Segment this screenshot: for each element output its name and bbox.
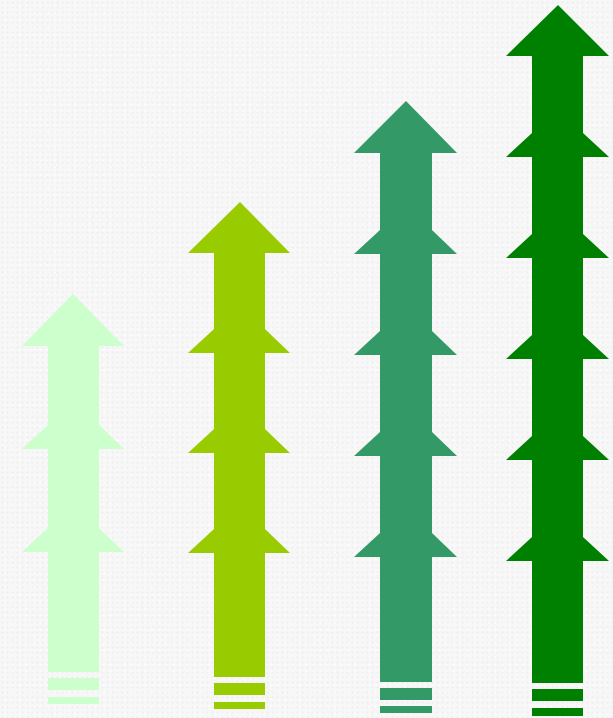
arrow-1 <box>22 294 124 704</box>
arrow-2 <box>188 202 290 709</box>
arrow-1-base-stripe-2 <box>48 697 99 704</box>
arrow-3-shape <box>354 101 457 682</box>
arrow-4-shape <box>506 5 609 683</box>
arrow-2-base-stripe-1 <box>214 683 265 695</box>
arrow-4 <box>506 5 609 716</box>
arrow-3 <box>354 101 457 713</box>
arrow-4-base-stripe-2 <box>532 708 583 716</box>
arrow-3-base-stripe-2 <box>380 706 432 713</box>
arrow-2-base-stripe-2 <box>214 702 265 709</box>
arrow-1-shape <box>22 294 124 672</box>
arrow-4-base-stripe-1 <box>532 689 583 701</box>
arrow-2-shape <box>188 202 290 677</box>
arrow-1-base-stripe-1 <box>48 678 99 690</box>
arrow-3-base-stripe-1 <box>380 688 432 700</box>
